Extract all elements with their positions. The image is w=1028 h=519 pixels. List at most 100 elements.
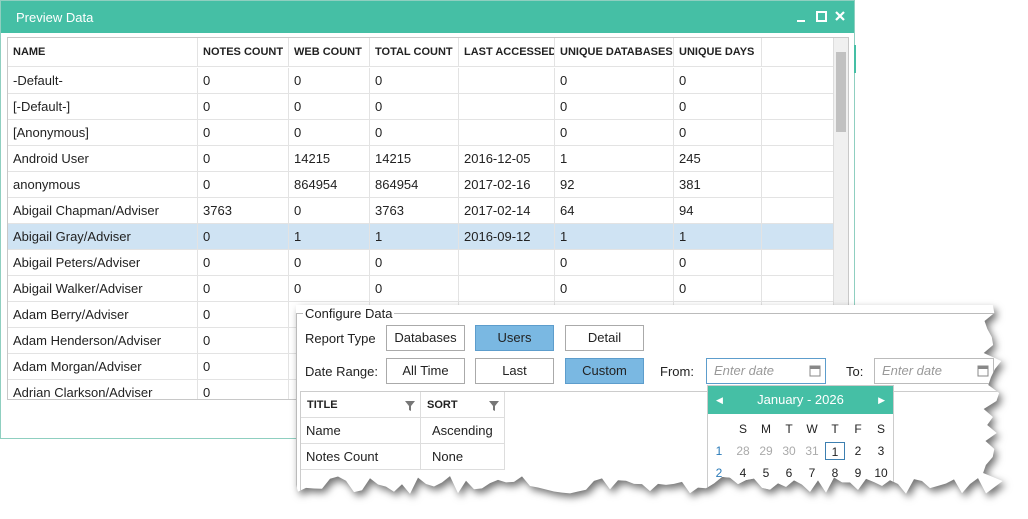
table-cell[interactable]: 1 — [370, 224, 459, 250]
table-cell[interactable]: 864954 — [370, 172, 459, 198]
from-input[interactable]: Enter date — [706, 358, 826, 384]
calendar-day[interactable]: 2 — [854, 444, 862, 458]
table-cell[interactable]: 381 — [674, 172, 762, 198]
table-cell[interactable]: 0 — [555, 120, 674, 146]
table-cell[interactable]: 0 — [198, 302, 289, 328]
table-cell[interactable]: [-Default-] — [8, 94, 198, 120]
calendar-day[interactable]: 4 — [739, 466, 747, 480]
calendar-day[interactable]: 5 — [762, 466, 770, 480]
table-cell[interactable] — [459, 68, 555, 94]
table-cell[interactable]: Abigail Walker/Adviser — [8, 276, 198, 302]
table-cell[interactable]: 864954 — [289, 172, 370, 198]
calendar-icon[interactable] — [809, 364, 821, 377]
table-cell[interactable]: 0 — [555, 276, 674, 302]
table-cell[interactable]: 0 — [289, 198, 370, 224]
table-cell[interactable]: 0 — [198, 380, 289, 399]
table-cell[interactable]: anonymous — [8, 172, 198, 198]
table-cell[interactable]: 1 — [555, 146, 674, 172]
grid-cell[interactable]: Name — [301, 418, 421, 444]
table-cell[interactable]: 0 — [674, 276, 762, 302]
table-cell[interactable] — [762, 68, 834, 94]
table-cell[interactable]: 2017-02-14 — [459, 198, 555, 224]
table-cell[interactable] — [459, 276, 555, 302]
table-cell[interactable]: 64 — [555, 198, 674, 224]
table-cell[interactable]: 1 — [555, 224, 674, 250]
table-cell[interactable] — [459, 94, 555, 120]
to-input[interactable]: Enter date — [874, 358, 994, 384]
table-cell[interactable] — [762, 250, 834, 276]
table-cell[interactable]: 0 — [555, 250, 674, 276]
table-cell[interactable] — [762, 224, 834, 250]
table-cell[interactable]: 0 — [555, 68, 674, 94]
date-range-button[interactable]: All Time — [386, 358, 465, 384]
table-cell[interactable]: Adrian Clarkson/Adviser — [8, 380, 198, 399]
table-cell[interactable]: 0 — [674, 120, 762, 146]
report-type-button[interactable]: Users — [475, 325, 554, 351]
table-cell[interactable] — [459, 120, 555, 146]
table-cell[interactable] — [762, 198, 834, 224]
table-cell[interactable]: 0 — [674, 250, 762, 276]
table-cell[interactable]: 0 — [370, 68, 459, 94]
calendar-day[interactable]: 8 — [831, 466, 839, 480]
table-cell[interactable]: Abigail Gray/Adviser — [8, 224, 198, 250]
table-cell[interactable]: 0 — [674, 94, 762, 120]
table-cell[interactable]: 0 — [674, 68, 762, 94]
calendar-day[interactable]: 1 — [825, 442, 845, 460]
table-cell[interactable]: 1 — [674, 224, 762, 250]
table-cell[interactable] — [762, 276, 834, 302]
table-cell[interactable]: 245 — [674, 146, 762, 172]
table-cell[interactable]: 0 — [198, 250, 289, 276]
grid-cell[interactable]: Notes Count — [301, 444, 421, 470]
calendar-day[interactable]: 10 — [874, 466, 888, 480]
table-cell[interactable]: 3763 — [370, 198, 459, 224]
table-cell[interactable] — [762, 146, 834, 172]
table-cell[interactable]: 14215 — [370, 146, 459, 172]
table-cell[interactable]: [Anonymous] — [8, 120, 198, 146]
next-month[interactable]: ▶ — [878, 395, 885, 405]
table-cell[interactable]: 0 — [198, 354, 289, 380]
date-range-button[interactable]: Custom — [565, 358, 644, 384]
table-cell[interactable]: 92 — [555, 172, 674, 198]
table-cell[interactable]: 0 — [198, 120, 289, 146]
table-cell[interactable]: 0 — [289, 250, 370, 276]
table-cell[interactable]: 0 — [198, 146, 289, 172]
calendar-day[interactable]: 9 — [854, 466, 862, 480]
table-cell[interactable]: 0 — [198, 94, 289, 120]
table-cell[interactable] — [459, 250, 555, 276]
table-cell[interactable]: 94 — [674, 198, 762, 224]
table-cell[interactable]: 0 — [370, 94, 459, 120]
table-cell[interactable] — [762, 120, 834, 146]
table-cell[interactable]: 0 — [370, 250, 459, 276]
table-cell[interactable]: 0 — [198, 328, 289, 354]
table-cell[interactable]: Adam Berry/Adviser — [8, 302, 198, 328]
table-cell[interactable]: 2017-02-16 — [459, 172, 555, 198]
table-cell[interactable]: -Default- — [8, 68, 198, 94]
table-cell[interactable]: 0 — [289, 276, 370, 302]
filter-icon[interactable] — [489, 401, 499, 411]
table-cell[interactable] — [762, 172, 834, 198]
window-controls[interactable] — [793, 10, 849, 24]
table-cell[interactable]: 0 — [198, 224, 289, 250]
date-range-button[interactable]: Last — [475, 358, 554, 384]
table-cell[interactable]: Adam Morgan/Adviser — [8, 354, 198, 380]
prev-month[interactable]: ◀ — [716, 395, 723, 405]
table-cell[interactable] — [762, 94, 834, 120]
table-cell[interactable]: 2016-09-12 — [459, 224, 555, 250]
table-cell[interactable]: 0 — [198, 276, 289, 302]
filter-icon[interactable] — [405, 401, 415, 411]
table-cell[interactable]: 0 — [289, 68, 370, 94]
table-cell[interactable]: 14215 — [289, 146, 370, 172]
table-cell[interactable]: Abigail Chapman/Adviser — [8, 198, 198, 224]
table-cell[interactable]: Android User — [8, 146, 198, 172]
report-type-button[interactable]: Databases — [386, 325, 465, 351]
table-cell[interactable]: Adam Henderson/Adviser — [8, 328, 198, 354]
calendar-day[interactable]: 31 — [805, 444, 819, 458]
table-cell[interactable]: 0 — [370, 120, 459, 146]
table-cell[interactable]: 0 — [370, 276, 459, 302]
table-cell[interactable]: 0 — [289, 120, 370, 146]
report-type-button[interactable]: Detail — [565, 325, 644, 351]
calendar-day[interactable]: 28 — [736, 444, 750, 458]
table-cell[interactable]: 0 — [198, 68, 289, 94]
calendar-day[interactable]: 30 — [782, 444, 796, 458]
table-cell[interactable]: 0 — [289, 94, 370, 120]
